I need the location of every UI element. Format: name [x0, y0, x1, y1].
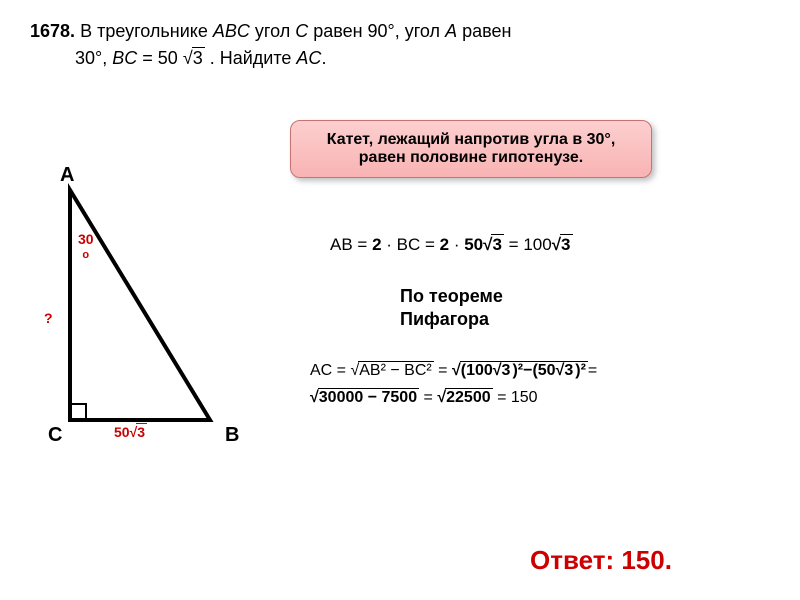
- sqrt-icon: √3: [183, 45, 205, 72]
- vertex-a: A: [60, 164, 74, 187]
- sqrt-icon: √22500: [437, 384, 492, 411]
- side-ac-question: ?: [44, 310, 53, 326]
- sqrt-icon: √3: [552, 235, 573, 255]
- equation-ab: AB = 2 · BC = 2 · 50√3 = 100√3: [330, 235, 573, 255]
- angle-a-label: 30 о: [78, 232, 94, 261]
- rule-note-box: Катет, лежащий напротив угла в 30°, раве…: [290, 120, 652, 178]
- vertex-b: B: [225, 424, 239, 447]
- side-bc-label: 50√3: [114, 424, 147, 440]
- vertex-c: C: [48, 424, 62, 447]
- right-angle-icon: [70, 404, 86, 420]
- triangle-shape: [70, 190, 210, 420]
- problem-text: В треугольнике ABC угол C равен 90°, уго…: [30, 21, 511, 68]
- equation-ac: AC = √AB² − BC² = √(100√3)²−(50√3)²= √30…: [310, 357, 597, 411]
- problem-number: 1678.: [30, 21, 75, 41]
- rule-note-text: Катет, лежащий напротив угла в 30°, раве…: [327, 131, 616, 167]
- sqrt-icon: √3: [483, 235, 504, 255]
- sqrt-icon: √3: [130, 424, 147, 440]
- sqrt-icon: √30000 − 7500: [310, 384, 419, 411]
- pythagoras-label: По теореме Пифагора: [400, 285, 503, 332]
- triangle-diagram: A C B 30 о ? 50√3: [30, 160, 270, 470]
- sqrt-icon: √(100√3)²−(50√3)²: [452, 357, 588, 384]
- answer: Ответ: 150.: [530, 545, 672, 576]
- problem-statement: 1678. В треугольнике ABC угол C равен 90…: [30, 18, 770, 72]
- sqrt-icon: √AB² − BC²: [350, 357, 433, 384]
